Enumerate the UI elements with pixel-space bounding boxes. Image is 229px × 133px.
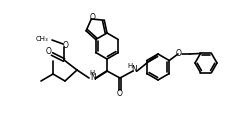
Text: N: N bbox=[90, 74, 95, 82]
Text: H: H bbox=[127, 63, 132, 69]
Text: O: O bbox=[117, 88, 123, 97]
Text: N: N bbox=[131, 65, 136, 74]
Text: O: O bbox=[175, 49, 181, 57]
Text: O: O bbox=[89, 13, 95, 22]
Text: H: H bbox=[89, 70, 94, 76]
Text: CH₃: CH₃ bbox=[35, 36, 48, 42]
Text: O: O bbox=[63, 41, 69, 49]
Text: O: O bbox=[46, 47, 52, 57]
